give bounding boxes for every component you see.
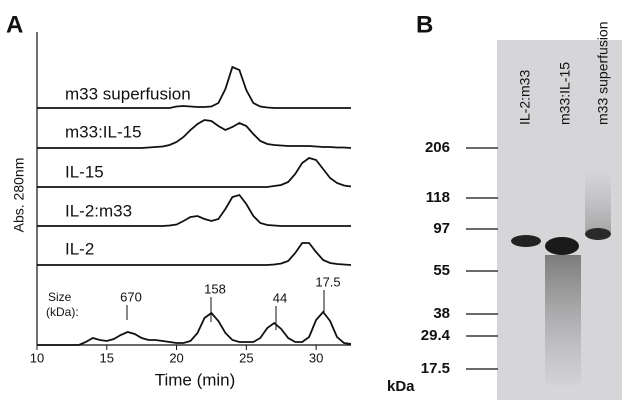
trace-label: IL-15 [65, 162, 104, 181]
trace [37, 310, 352, 346]
unit-label: kDa [387, 378, 415, 395]
gel-band [545, 237, 579, 255]
mw-label: 97 [433, 220, 450, 237]
peak-label: 44 [273, 290, 287, 305]
trace-label: IL-2:m33 [65, 201, 132, 220]
peak-label: 670 [120, 289, 142, 304]
x-axis-label: Time (min) [155, 370, 236, 389]
x-tick-label: 10 [30, 350, 44, 365]
gel-band [585, 228, 611, 240]
trace [37, 242, 352, 266]
gel-band [511, 235, 541, 247]
size-label: (kDa): [46, 305, 79, 319]
x-tick-label: 30 [309, 350, 323, 365]
lane-label: m33 superfusion [595, 21, 611, 125]
mw-label: 118 [426, 189, 450, 206]
mw-label: 206 [425, 139, 450, 156]
trace-label: m33 superfusion [65, 84, 191, 103]
trace [37, 193, 351, 227]
x-tick-label: 20 [169, 350, 183, 365]
peak-label: 158 [204, 281, 226, 296]
trace [37, 65, 351, 109]
mw-label: 17.5 [421, 360, 450, 377]
x-tick-label: 25 [239, 350, 253, 365]
gel-smear [545, 255, 581, 385]
trace [37, 119, 352, 149]
trace-label: IL-2 [65, 239, 94, 258]
lane-label: m33:IL-15 [557, 62, 573, 125]
x-tick-label: 15 [100, 350, 114, 365]
lane-label: IL-2:m33 [517, 70, 533, 125]
y-axis-label: Abs. 280nm [11, 158, 27, 233]
trace-label: m33:IL-15 [65, 122, 142, 141]
trace [37, 157, 352, 188]
panel-label: A [6, 11, 23, 38]
peak-label: 17.5 [315, 274, 340, 289]
mw-label: 55 [433, 262, 450, 279]
mw-label: 29.4 [421, 327, 451, 344]
size-label: Size [48, 290, 72, 304]
gel-smear [585, 170, 611, 232]
mw-label: 38 [433, 305, 450, 322]
panel-label: B [416, 11, 433, 38]
